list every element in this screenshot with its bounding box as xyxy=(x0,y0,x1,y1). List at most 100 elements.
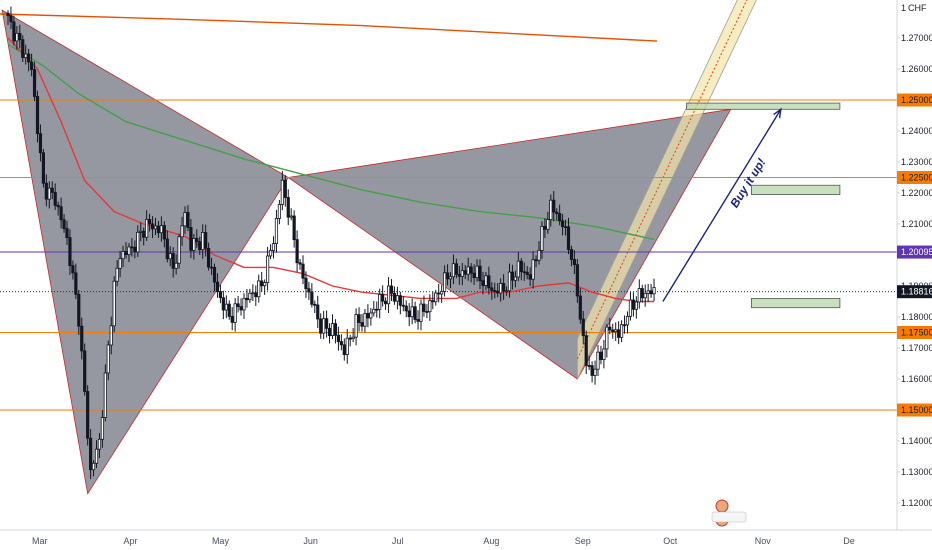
candle-body xyxy=(463,270,467,275)
candle-body xyxy=(192,238,196,251)
candle-body xyxy=(286,197,290,218)
candle-body xyxy=(106,344,110,374)
candle-body xyxy=(581,318,585,337)
candle-body xyxy=(487,275,491,289)
candle-body xyxy=(77,293,81,327)
candle-body xyxy=(336,334,341,342)
candle-body xyxy=(428,300,432,313)
candle-body xyxy=(563,226,568,228)
candle-body xyxy=(445,272,450,280)
candle-body xyxy=(277,204,282,219)
candle-body xyxy=(437,292,441,295)
level-price-tag xyxy=(897,326,932,339)
x-tick-label: May xyxy=(212,536,230,546)
candle-body xyxy=(507,271,512,292)
candle-body xyxy=(12,21,16,42)
candle-body xyxy=(112,280,116,327)
candle-body xyxy=(617,329,621,338)
candle-body xyxy=(159,225,163,234)
candle-body xyxy=(65,228,69,239)
candle-body xyxy=(289,215,293,218)
candle-body xyxy=(561,220,565,227)
watermark-badge xyxy=(711,511,747,523)
candle-body xyxy=(611,329,615,332)
candle-body xyxy=(313,303,317,306)
candle-body xyxy=(357,314,361,323)
candle-body xyxy=(204,232,208,249)
candle-body xyxy=(369,312,373,319)
annotation-arrow-line xyxy=(662,108,782,302)
target-zone xyxy=(751,184,841,195)
candle-body xyxy=(354,314,358,338)
x-tick-label: Jul xyxy=(392,536,404,546)
level-price-tag xyxy=(897,171,932,184)
candle-body xyxy=(56,204,60,208)
y-tick-label: 1.26000 xyxy=(901,64,932,74)
candle-body xyxy=(625,315,630,326)
annotation-arrowhead xyxy=(773,107,782,119)
candle-body xyxy=(109,325,113,346)
candle-body xyxy=(501,283,506,292)
y-tick-label: 1.16000 xyxy=(901,374,932,384)
candle-body xyxy=(218,291,222,299)
candle-body xyxy=(522,271,526,274)
candle-body xyxy=(345,337,349,355)
level-price-label: 1.22500 xyxy=(901,173,932,183)
candle-body xyxy=(224,303,228,311)
candle-body xyxy=(201,232,205,251)
candle-body xyxy=(330,323,335,337)
candle-body xyxy=(631,299,636,310)
y-tick-label: 1.13000 xyxy=(901,467,932,477)
candle-body xyxy=(584,335,588,366)
pattern-triangle-bcd xyxy=(287,108,732,380)
candle-body xyxy=(383,300,388,305)
y-tick-label: 1.23000 xyxy=(901,157,932,167)
x-tick-label: Apr xyxy=(123,536,137,546)
candle-body xyxy=(133,246,137,253)
candle-body xyxy=(307,288,311,293)
candle-body xyxy=(38,133,43,154)
candle-body xyxy=(646,290,650,294)
candle-body xyxy=(519,260,523,273)
x-tick-label: Mar xyxy=(32,536,48,546)
candle-body xyxy=(292,215,296,241)
y-tick-label: 1.22000 xyxy=(901,188,932,198)
candle-body xyxy=(27,53,31,63)
candle-body xyxy=(620,324,624,338)
candle-body xyxy=(378,294,382,310)
candle-body xyxy=(569,249,574,260)
candle-body xyxy=(499,283,503,294)
candle-body xyxy=(460,270,464,277)
candle-body xyxy=(540,225,544,251)
target-zone xyxy=(686,102,841,110)
y-tick-label: 1.12000 xyxy=(901,498,932,508)
candle-body xyxy=(431,300,435,303)
candle-body xyxy=(333,323,338,336)
candle-body xyxy=(360,322,364,327)
candle-body xyxy=(510,271,515,281)
candle-body xyxy=(242,297,246,311)
candle-body xyxy=(531,259,535,280)
candle-body xyxy=(103,372,107,418)
candle-body xyxy=(395,295,400,302)
candle-body xyxy=(44,182,48,200)
level-price-label: 1.18816 xyxy=(901,287,932,297)
candle-body xyxy=(118,258,122,269)
candle-body xyxy=(457,273,461,277)
candle-body xyxy=(260,280,264,287)
candle-body xyxy=(546,219,550,230)
candle-body xyxy=(295,239,299,264)
candle-body xyxy=(221,297,225,311)
candle-body xyxy=(590,365,594,376)
y-tick-label: 1.21000 xyxy=(901,219,932,229)
candle-body xyxy=(100,417,104,440)
x-tick-label: Sep xyxy=(575,536,591,546)
candle-body xyxy=(404,305,408,312)
candle-body xyxy=(475,265,479,279)
candle-body xyxy=(549,199,553,220)
candle-body xyxy=(392,292,397,302)
candle-body xyxy=(248,292,252,301)
candle-body xyxy=(35,96,40,135)
